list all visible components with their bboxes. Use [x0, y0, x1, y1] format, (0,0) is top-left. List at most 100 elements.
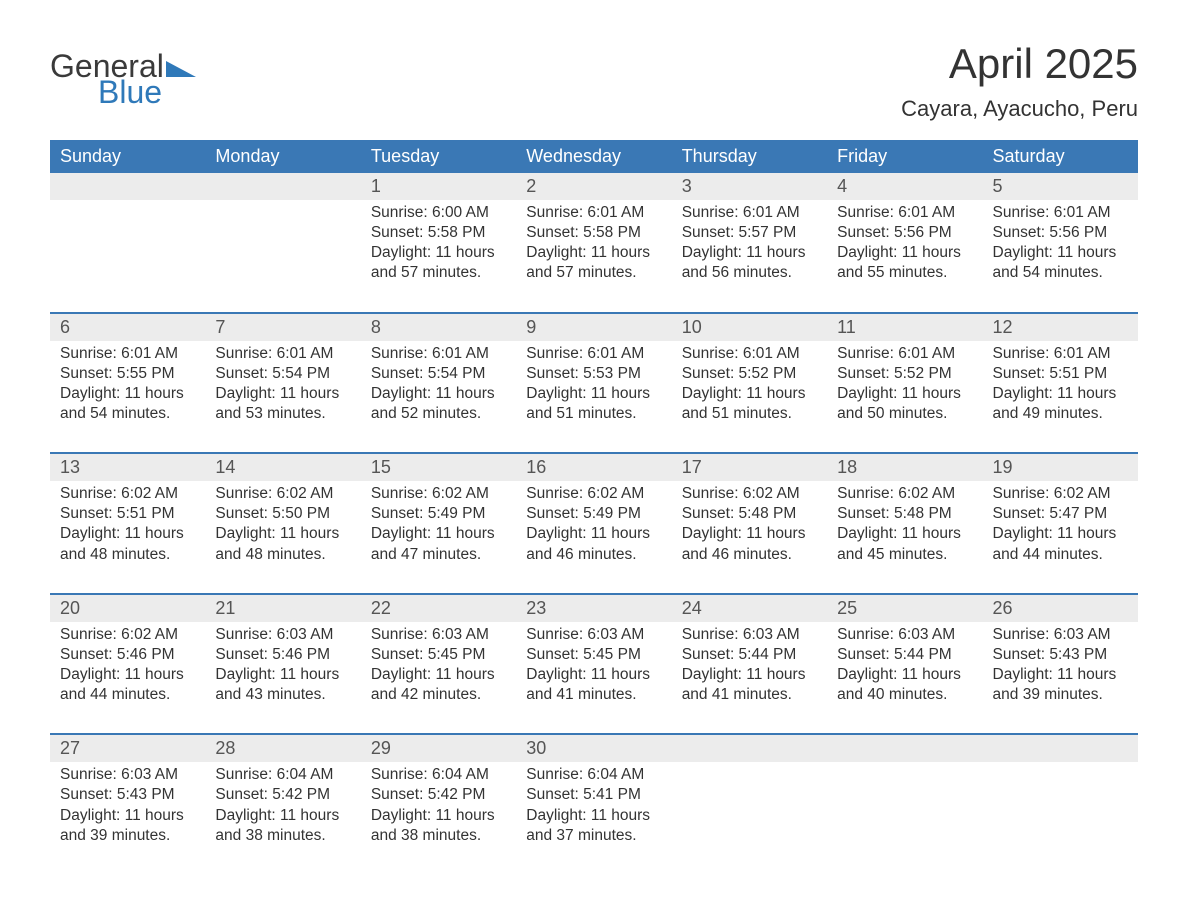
day-detail-line: Daylight: 11 hours and 52 minutes. — [371, 384, 506, 424]
day-detail-line: Sunset: 5:58 PM — [526, 223, 661, 243]
week-daynum-row: 13141516171819 — [50, 453, 1138, 481]
day-number-cell: 23 — [516, 594, 671, 622]
day-content-cell: Sunrise: 6:03 AMSunset: 5:43 PMDaylight:… — [50, 762, 205, 874]
weekday-header: Friday — [827, 140, 982, 173]
day-number-cell: 29 — [361, 734, 516, 762]
day-detail-line: Daylight: 11 hours and 44 minutes. — [60, 665, 195, 705]
day-number-cell: 6 — [50, 313, 205, 341]
day-detail-line: Sunset: 5:51 PM — [60, 504, 195, 524]
day-detail-line: Sunset: 5:58 PM — [371, 223, 506, 243]
day-content-cell: Sunrise: 6:01 AMSunset: 5:58 PMDaylight:… — [516, 200, 671, 313]
week-content-row: Sunrise: 6:00 AMSunset: 5:58 PMDaylight:… — [50, 200, 1138, 313]
day-content-cell — [205, 200, 360, 313]
day-detail-line: Sunrise: 6:03 AM — [60, 765, 195, 785]
day-detail-line: Daylight: 11 hours and 45 minutes. — [837, 524, 972, 564]
day-detail-line: Daylight: 11 hours and 43 minutes. — [215, 665, 350, 705]
day-content-cell: Sunrise: 6:03 AMSunset: 5:44 PMDaylight:… — [827, 622, 982, 735]
day-detail-line: Daylight: 11 hours and 54 minutes. — [993, 243, 1128, 283]
day-detail-line: Sunset: 5:49 PM — [371, 504, 506, 524]
day-content-cell: Sunrise: 6:01 AMSunset: 5:54 PMDaylight:… — [361, 341, 516, 454]
day-detail-line: Sunset: 5:49 PM — [526, 504, 661, 524]
day-content-cell: Sunrise: 6:02 AMSunset: 5:48 PMDaylight:… — [827, 481, 982, 594]
day-detail-line: Sunrise: 6:03 AM — [371, 625, 506, 645]
week-content-row: Sunrise: 6:02 AM Sunset: 5:51 PM Daylight:… — [50, 481, 1138, 594]
day-detail-line: Sunset: 5:45 PM — [371, 645, 506, 665]
week-daynum-row: 27282930 — [50, 734, 1138, 762]
weekday-header: Tuesday — [361, 140, 516, 173]
day-detail-line: Sunrise: 6:04 AM — [215, 765, 350, 785]
day-number-cell: 30 — [516, 734, 671, 762]
day-detail-line: Sunrise: 6:04 AM — [371, 765, 506, 785]
day-number-cell: 27 — [50, 734, 205, 762]
day-detail-line: Daylight: 11 hours and 53 minutes. — [215, 384, 350, 424]
day-detail-line: Daylight: 11 hours and 44 minutes. — [993, 524, 1128, 564]
day-number-cell: 9 — [516, 313, 671, 341]
day-number-cell: 10 — [672, 313, 827, 341]
month-title: April 2025 — [901, 40, 1138, 88]
day-content-cell: Sunrise: 6:01 AMSunset: 5:57 PMDaylight:… — [672, 200, 827, 313]
day-number-cell: 28 — [205, 734, 360, 762]
day-number-cell: 25 — [827, 594, 982, 622]
week-content-row: Sunrise: 6:01 AMSunset: 5:55 PMDaylight:… — [50, 341, 1138, 454]
day-number-cell: 18 — [827, 453, 982, 481]
day-number-cell: 26 — [983, 594, 1138, 622]
day-content-cell: Sunrise: 6:02 AMSunset: 5:50 PMDaylight:… — [205, 481, 360, 594]
day-detail-line: Daylight: 11 hours and 41 minutes. — [682, 665, 817, 705]
day-detail-line: Daylight: 11 hours and 49 minutes. — [993, 384, 1128, 424]
day-detail-line: Daylight: 11 hours and 46 minutes. — [682, 524, 817, 564]
day-detail-line: Sunset: 5:47 PM — [993, 504, 1128, 524]
day-detail-line: Sunrise: 6:00 AM — [371, 203, 506, 223]
day-detail-line: Sunrise: 6:03 AM — [682, 625, 817, 645]
title-block: April 2025 Cayara, Ayacucho, Peru — [901, 40, 1138, 122]
day-number-cell: 15 — [361, 453, 516, 481]
day-content-cell: Sunrise: 6:02 AMSunset: 5:49 PMDaylight:… — [361, 481, 516, 594]
header-row: General Blue April 2025 Cayara, Ayacucho… — [50, 40, 1138, 122]
day-content-cell: Sunrise: 6:04 AMSunset: 5:42 PMDaylight:… — [361, 762, 516, 874]
day-detail-line: Sunrise: 6:02 AM — [215, 484, 350, 504]
day-number-cell: 3 — [672, 173, 827, 200]
day-number-cell: 7 — [205, 313, 360, 341]
day-detail-line: Sunrise: 6:01 AM — [682, 203, 817, 223]
day-detail-line: Sunset: 5:52 PM — [682, 364, 817, 384]
day-detail-line: Sunrise: 6:01 AM — [837, 203, 972, 223]
day-detail-line: Daylight: 11 hours and 57 minutes. — [371, 243, 506, 283]
day-number-cell: 12 — [983, 313, 1138, 341]
day-content-cell: Sunrise: 6:01 AMSunset: 5:52 PMDaylight:… — [672, 341, 827, 454]
day-number-cell: 24 — [672, 594, 827, 622]
day-detail-line: Daylight: 11 hours and 42 minutes. — [371, 665, 506, 705]
weekday-header: Monday — [205, 140, 360, 173]
day-content-cell: Sunrise: 6:02 AMSunset: 5:48 PMDaylight:… — [672, 481, 827, 594]
day-content-cell: Sunrise: 6:01 AMSunset: 5:56 PMDaylight:… — [827, 200, 982, 313]
day-content-cell: Sunrise: 6:03 AMSunset: 5:43 PMDaylight:… — [983, 622, 1138, 735]
day-detail-line: Sunrise: 6:03 AM — [526, 625, 661, 645]
day-content-cell: Sunrise: 6:01 AMSunset: 5:55 PMDaylight:… — [50, 341, 205, 454]
day-content-cell: Sunrise: 6:04 AMSunset: 5:42 PMDaylight:… — [205, 762, 360, 874]
day-detail-line: Sunset: 5:46 PM — [60, 645, 195, 665]
day-detail-line: Sunrise: 6:01 AM — [837, 344, 972, 364]
day-detail-line: Daylight: 11 hours and 50 minutes. — [837, 384, 972, 424]
weekday-header: Saturday — [983, 140, 1138, 173]
day-number-cell: 13 — [50, 453, 205, 481]
logo: General Blue — [50, 40, 196, 108]
day-number-cell: 8 — [361, 313, 516, 341]
day-detail-line: Sunset: 5:55 PM — [60, 364, 195, 384]
day-number-cell: 17 — [672, 453, 827, 481]
day-detail-line: Sunrise: 6:01 AM — [993, 203, 1128, 223]
day-detail-line: Daylight: 11 hours and 40 minutes. — [837, 665, 972, 705]
day-content-cell: Sunrise: 6:02 AMSunset: 5:51 PMDaylight:… — [50, 481, 205, 594]
day-detail-line: Sunset: 5:48 PM — [837, 504, 972, 524]
day-content-cell — [50, 200, 205, 313]
day-detail-line: Daylight: 11 hours and 54 minutes. — [60, 384, 195, 424]
day-detail-line: Daylight: 11 hours and 39 minutes. — [60, 806, 195, 846]
day-detail-line: Daylight: 11 hours and 39 minutes. — [993, 665, 1128, 705]
day-content-cell: Sunrise: 6:02 AMSunset: 5:46 PMDaylight:… — [50, 622, 205, 735]
day-number-cell: 2 — [516, 173, 671, 200]
day-detail-line: Sunrise: 6:01 AM — [60, 344, 195, 364]
day-number-cell — [983, 734, 1138, 762]
day-content-cell: Sunrise: 6:01 AMSunset: 5:56 PMDaylight:… — [983, 200, 1138, 313]
day-detail-line: Sunrise: 6:01 AM — [215, 344, 350, 364]
weekday-header: Thursday — [672, 140, 827, 173]
day-detail-line: Daylight: 11 hours and 46 minutes. — [526, 524, 661, 564]
calendar-table: Sunday Monday Tuesday Wednesday Thursday… — [50, 140, 1138, 874]
day-detail-line: Sunrise: 6:01 AM — [993, 344, 1128, 364]
